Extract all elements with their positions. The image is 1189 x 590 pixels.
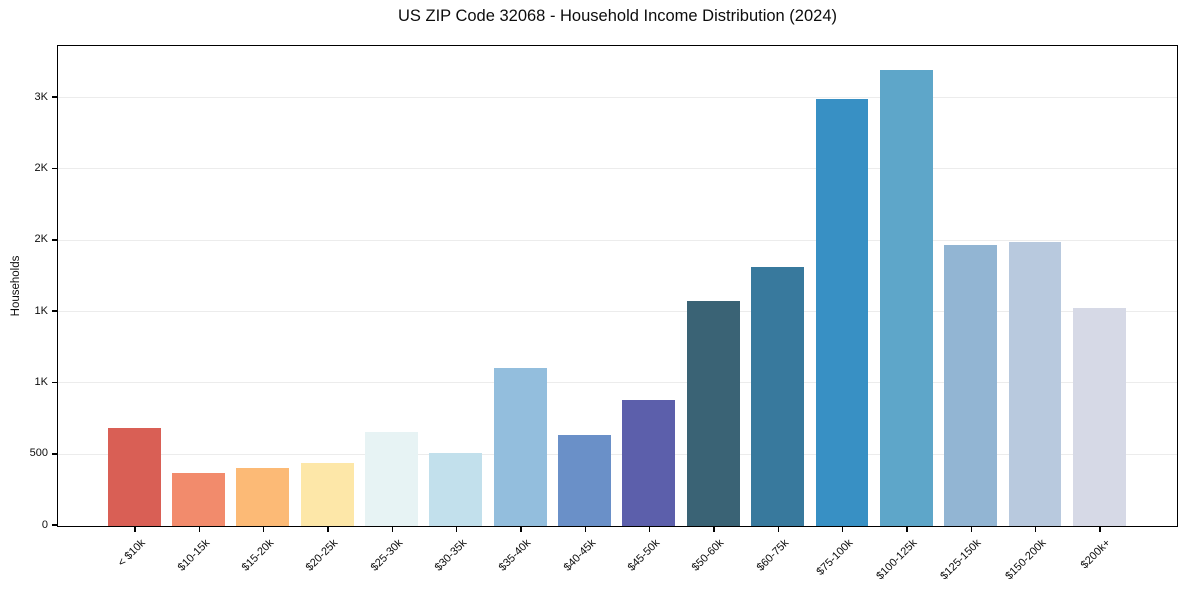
y-tick-label: 500 — [29, 447, 48, 460]
bar-15-20k — [236, 468, 290, 526]
gridline — [58, 310, 1177, 312]
x-tick-label: < $10k — [115, 537, 148, 570]
y-tick-label: 1K — [34, 304, 48, 317]
x-tick-mark — [1099, 527, 1101, 532]
gridline — [58, 382, 1177, 384]
x-tick-label: $30-35k — [432, 537, 470, 574]
x-tick-label: $50-60k — [689, 537, 727, 574]
y-axis-label: Households — [10, 255, 22, 317]
x-tick-mark — [713, 527, 715, 532]
x-tick-mark — [327, 527, 329, 532]
x-tick-label: $15-20k — [239, 537, 277, 574]
x-tick-label: $10-15k — [175, 537, 212, 574]
x-tick-label: $45-50k — [625, 537, 663, 574]
y-tick-mark — [52, 310, 57, 312]
y-tick-mark — [52, 238, 57, 241]
y-tick-mark — [52, 96, 57, 98]
y-tick-label: 2K — [34, 233, 48, 246]
x-tick-mark — [1034, 527, 1037, 532]
y-tick-mark — [52, 381, 57, 384]
x-tick-label: $20-25k — [303, 537, 341, 574]
grid-layer — [58, 46, 1177, 526]
x-tick-label: $25-30k — [368, 537, 405, 574]
bar-layer — [58, 46, 1177, 526]
bar-30-35k — [429, 452, 483, 526]
y-tick-mark — [52, 524, 57, 526]
gridline — [58, 168, 1177, 170]
y-tick-mark — [52, 167, 57, 170]
y-tick-label: 1K — [34, 375, 48, 388]
bar-60-75k — [751, 266, 804, 526]
chart-title: US ZIP Code 32068 - Household Income Dis… — [397, 7, 837, 25]
bar-100-125k — [879, 70, 933, 526]
y-tick-mark — [52, 453, 57, 455]
x-tick-mark — [134, 527, 136, 532]
bar-75-100k — [815, 98, 869, 526]
x-tick-label: $75-100k — [814, 537, 856, 578]
x-tick-mark — [970, 527, 973, 532]
x-tick-mark — [455, 527, 458, 532]
bar-10k — [107, 427, 161, 526]
x-tick-mark — [520, 527, 522, 532]
bar-45-50k — [622, 399, 676, 526]
x-tick-label: $60-75k — [754, 537, 791, 574]
bar-125-150k — [944, 244, 997, 526]
y-tick-label: 3K — [34, 90, 48, 103]
x-tick-mark — [584, 527, 587, 532]
x-tick-mark — [906, 527, 908, 532]
plot-area — [57, 45, 1178, 527]
bar-10-15k — [172, 472, 225, 526]
x-tick-label: $40-45k — [561, 537, 598, 574]
y-tick-label: 0 — [41, 518, 48, 531]
bar-40-45k — [558, 434, 611, 526]
bar-200k — [1072, 308, 1126, 526]
x-tick-label: $125-150k — [938, 537, 984, 583]
x-tick-mark — [198, 527, 201, 532]
bar-50-60k — [686, 301, 740, 526]
bar-35-40k — [493, 367, 547, 526]
x-tick-mark — [777, 527, 780, 532]
x-tick-mark — [391, 527, 394, 532]
gridline — [58, 453, 1177, 455]
x-tick-label: $35-40k — [496, 537, 534, 574]
bar-20-25k — [300, 462, 354, 526]
y-tick-label: 2K — [34, 161, 48, 174]
x-tick-label: $150-200k — [1002, 537, 1049, 583]
gridline — [58, 239, 1177, 241]
x-tick-mark — [648, 527, 651, 532]
x-tick-mark — [841, 527, 844, 532]
x-tick-label: $100-125k — [874, 537, 920, 583]
bar-25-30k — [365, 432, 418, 526]
x-tick-label: $200k+ — [1078, 537, 1113, 572]
bar-150-200k — [1008, 241, 1062, 526]
x-tick-mark — [262, 527, 265, 532]
gridline — [58, 96, 1177, 98]
